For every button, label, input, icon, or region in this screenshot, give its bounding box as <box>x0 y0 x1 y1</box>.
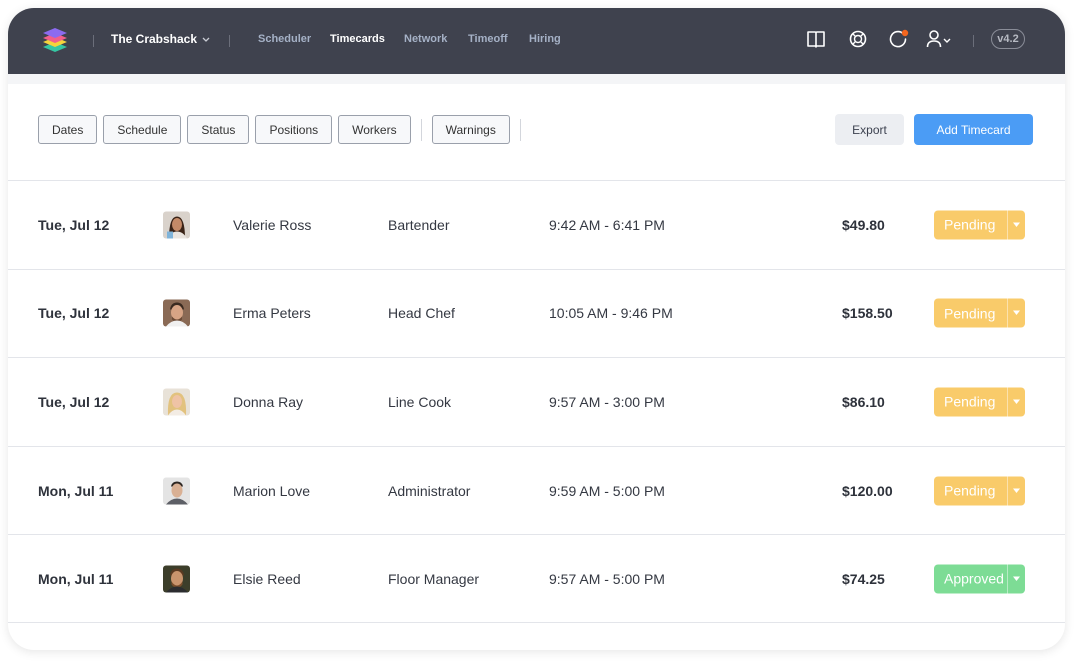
worker-position: Administrator <box>388 482 471 499</box>
status-label: Approved <box>944 570 1004 587</box>
filter-bar: Dates Schedule Status Positions Workers … <box>38 115 525 144</box>
filter-schedule-button[interactable]: Schedule <box>103 115 182 144</box>
app-logo-icon[interactable] <box>42 27 68 53</box>
status-label: Pending <box>944 482 996 499</box>
worker-name: Valerie Ross <box>233 216 312 233</box>
status-label: Pending <box>944 393 996 410</box>
worker-name: Erma Peters <box>233 305 311 322</box>
avatar <box>163 388 190 416</box>
status-label: Pending <box>944 216 996 233</box>
status-label: Pending <box>944 305 996 322</box>
worker-position: Line Cook <box>388 393 452 410</box>
timecard-date: Tue, Jul 12 <box>38 216 110 233</box>
shift-time: 9:57 AM - 5:00 PM <box>549 570 665 587</box>
nav-timecards[interactable]: Timecards <box>330 33 385 45</box>
timecard-amount: $120.00 <box>842 482 893 499</box>
nav-hiring[interactable]: Hiring <box>529 33 561 45</box>
filter-status-button[interactable]: Status <box>187 115 250 144</box>
worker-name: Donna Ray <box>233 393 304 410</box>
table-row[interactable]: Tue, Jul 12 Erma Peters Head Chef 10:05 … <box>8 268 1065 358</box>
nav-timeoff[interactable]: Timeoff <box>468 33 508 45</box>
filter-workers-button[interactable]: Workers <box>338 115 411 144</box>
status-dropdown[interactable]: Approved <box>934 564 1025 594</box>
shift-time: 9:57 AM - 3:00 PM <box>549 393 665 410</box>
chevron-down-icon <box>202 37 210 42</box>
avatar <box>163 211 190 239</box>
caret-down-icon[interactable] <box>1007 387 1025 417</box>
timecard-date: Mon, Jul 11 <box>38 482 114 499</box>
table-row[interactable]: Mon, Jul 11 Elsie Reed Floor Manager 9:5… <box>8 534 1065 623</box>
support-icon[interactable] <box>847 28 869 50</box>
warnings-button[interactable]: Warnings <box>431 115 510 144</box>
caret-down-icon[interactable] <box>1007 476 1025 506</box>
table-row[interactable]: Tue, Jul 12 Valerie Ross Bartender 9:42 … <box>8 180 1065 269</box>
avatar <box>163 565 190 593</box>
timecard-date: Mon, Jul 11 <box>38 570 114 587</box>
nav-scheduler[interactable]: Scheduler <box>258 33 312 45</box>
filter-dates-button[interactable]: Dates <box>38 115 98 144</box>
header-shadow-band <box>8 74 1065 84</box>
export-button[interactable]: Export <box>835 114 904 145</box>
timecard-list: Tue, Jul 12 Valerie Ross Bartender 9:42 … <box>8 180 1065 623</box>
caret-down-icon[interactable] <box>1007 298 1025 328</box>
divider <box>420 118 422 141</box>
org-name: The Crabshack <box>111 32 198 46</box>
divider <box>519 118 521 141</box>
shift-time: 9:59 AM - 5:00 PM <box>549 482 665 499</box>
table-row[interactable]: Mon, Jul 11 Marion Love Administrator 9:… <box>8 445 1065 535</box>
worker-position: Floor Manager <box>388 570 480 587</box>
status-dropdown[interactable]: Pending <box>934 476 1025 506</box>
top-bar: The Crabshack Scheduler Timecards Networ… <box>8 8 1065 74</box>
user-menu-icon[interactable] <box>926 28 952 50</box>
timecard-amount: $158.50 <box>842 305 893 322</box>
divider <box>973 35 974 47</box>
nav-network[interactable]: Network <box>404 33 448 45</box>
status-dropdown[interactable]: Pending <box>934 210 1025 240</box>
caret-down-icon[interactable] <box>1007 210 1025 240</box>
shift-time: 9:42 AM - 6:41 PM <box>549 216 665 233</box>
app-window: The Crabshack Scheduler Timecards Networ… <box>8 8 1065 650</box>
worker-name: Marion Love <box>233 482 311 499</box>
filter-positions-button[interactable]: Positions <box>255 115 333 144</box>
status-dropdown[interactable]: Pending <box>934 298 1025 328</box>
worker-name: Elsie Reed <box>233 570 301 587</box>
caret-down-icon[interactable] <box>1007 564 1025 594</box>
status-dropdown[interactable]: Pending <box>934 387 1025 417</box>
add-timecard-button[interactable]: Add Timecard <box>914 114 1033 145</box>
book-icon[interactable] <box>805 28 827 50</box>
timecard-date: Tue, Jul 12 <box>38 305 110 322</box>
timecard-amount: $49.80 <box>842 216 885 233</box>
timecard-amount: $74.25 <box>842 570 885 587</box>
timecard-date: Tue, Jul 12 <box>38 393 110 410</box>
worker-position: Bartender <box>388 216 450 233</box>
worker-position: Head Chef <box>388 305 455 322</box>
avatar <box>163 477 190 505</box>
notifications-icon[interactable] <box>887 28 909 50</box>
timecard-amount: $86.10 <box>842 393 885 410</box>
org-switcher[interactable]: The Crabshack <box>111 32 211 46</box>
shift-time: 10:05 AM - 9:46 PM <box>549 305 673 322</box>
avatar <box>163 299 190 327</box>
version-badge: v4.2 <box>991 29 1025 49</box>
divider <box>229 35 230 47</box>
table-row[interactable]: Tue, Jul 12 Donna Ray Line Cook 9:57 AM … <box>8 357 1065 446</box>
divider <box>93 35 94 47</box>
